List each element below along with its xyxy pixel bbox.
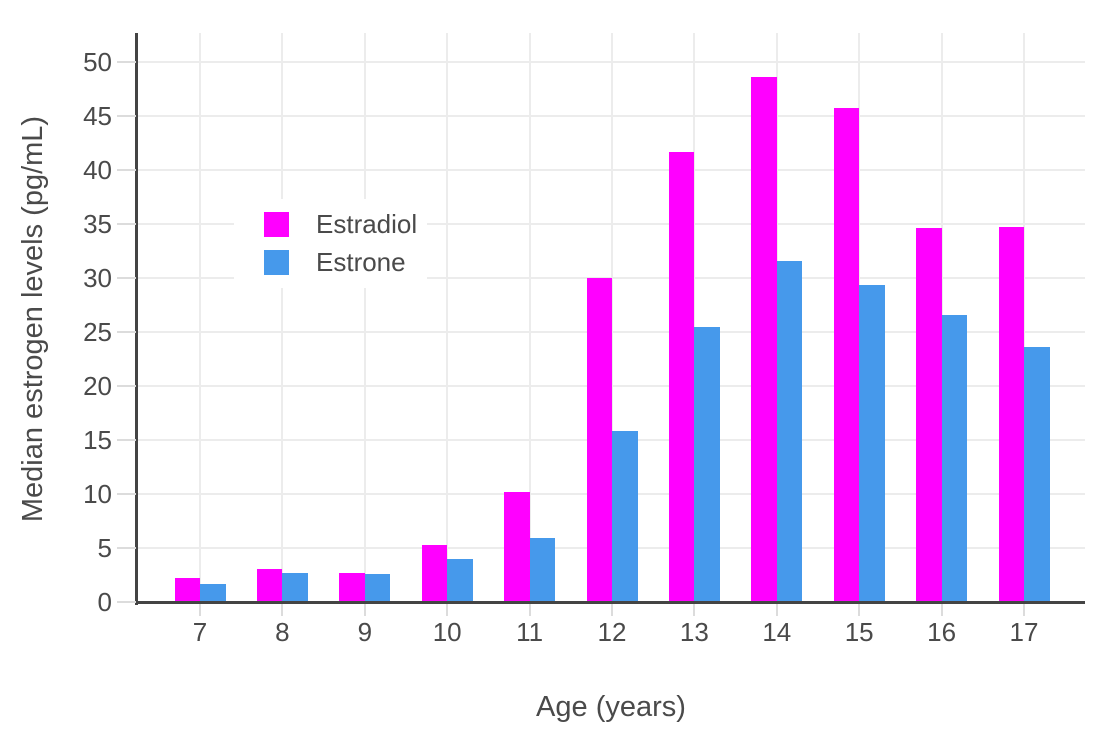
x-gridline [363,33,366,602]
x-tick-mark [775,604,778,616]
legend-label-estrone: Estrone [316,247,406,277]
legend-item-estradiol[interactable]: Estradiol [234,209,427,239]
estradiol-bar[interactable] [668,151,695,602]
y-tick-mark [117,331,136,334]
x-tick-label: 8 [275,617,290,647]
y-tick-mark [117,439,136,442]
estradiol-bar[interactable] [256,568,283,602]
estradiol-bar[interactable] [504,491,530,602]
legend: Estradiol Estrone [234,199,427,288]
x-tick-mark [281,604,284,616]
y-tick-label: 5 [97,533,112,563]
y-tick-mark [117,223,136,226]
y-tick-label: 25 [83,317,112,348]
estrone-bar[interactable] [282,572,308,602]
estradiol-bar[interactable] [998,227,1024,602]
estradiol-bar[interactable] [916,228,942,602]
x-tick-mark [693,604,696,616]
y-tick-label: 40 [83,155,112,186]
estrone-swatch-icon [264,250,289,275]
x-tick-mark [611,604,613,616]
x-tick-mark [858,604,861,616]
x-tick-mark [363,604,366,616]
estrone-bar[interactable] [941,314,968,602]
y-tick-label: 0 [97,587,112,617]
estradiol-swatch-icon [264,212,289,237]
y-tick-label: 10 [83,479,112,510]
x-axis-line [135,601,1085,604]
estrone-bar[interactable] [364,573,391,602]
estrone-bar[interactable] [1024,347,1050,602]
x-tick-label: 14 [762,617,792,647]
plot-area [137,33,1085,602]
y-tick-mark [117,115,136,118]
y-tick-mark [117,493,136,496]
x-tick-label: 11 [516,617,544,647]
x-axis-title: Age (years) [536,691,686,723]
estradiol-bar[interactable] [421,544,448,602]
y-tick-label: 20 [83,371,112,402]
x-gridline [199,33,201,602]
y-tick-mark [117,601,136,603]
y-tick-mark [117,277,136,280]
x-gridline [446,33,449,602]
y-tick-mark [117,61,136,64]
x-tick-mark [1023,604,1025,616]
estrone-bar[interactable] [776,260,803,602]
estrone-bar[interactable] [529,538,556,602]
x-tick-label: 17 [1009,617,1039,647]
legend-label-estradiol: Estradiol [316,209,418,239]
x-gridline [693,33,696,602]
x-tick-label: 16 [927,617,957,647]
x-tick-label: 7 [192,617,208,647]
y-tick-label: 45 [83,101,112,132]
x-tick-mark [528,604,531,616]
y-tick-label: 15 [83,425,112,456]
estradiol-bar[interactable] [586,278,612,602]
x-tick-mark [940,604,943,616]
y-tick-mark [117,385,136,388]
estrone-bar[interactable] [859,284,885,602]
x-tick-mark [446,604,449,616]
estradiol-bar[interactable] [833,107,860,602]
x-gridline [528,33,531,602]
y-tick-label: 30 [83,263,112,294]
y-tick-label: 35 [83,209,112,240]
y-axis-line [135,33,138,605]
y-tick-mark [117,169,136,172]
x-tick-label: 13 [679,617,709,647]
estrone-bar[interactable] [694,326,720,602]
y-tick-mark [117,547,136,549]
y-tick-label: 50 [83,47,112,78]
x-tick-label: 12 [597,617,627,647]
estrone-bar[interactable] [612,431,638,602]
estradiol-bar[interactable] [339,572,365,602]
estrone-bar[interactable] [447,558,473,602]
estrone-bar[interactable] [200,583,226,602]
x-gridline [611,33,613,602]
x-tick-label: 15 [844,617,874,647]
estradiol-bar[interactable] [751,77,777,602]
x-tick-mark [199,604,201,616]
estradiol-bar[interactable] [174,578,200,602]
x-gridline [1023,33,1025,602]
x-gridline [281,33,284,602]
x-tick-label: 9 [357,617,373,647]
legend-item-estrone[interactable]: Estrone [234,247,427,277]
x-tick-label: 10 [432,617,462,647]
